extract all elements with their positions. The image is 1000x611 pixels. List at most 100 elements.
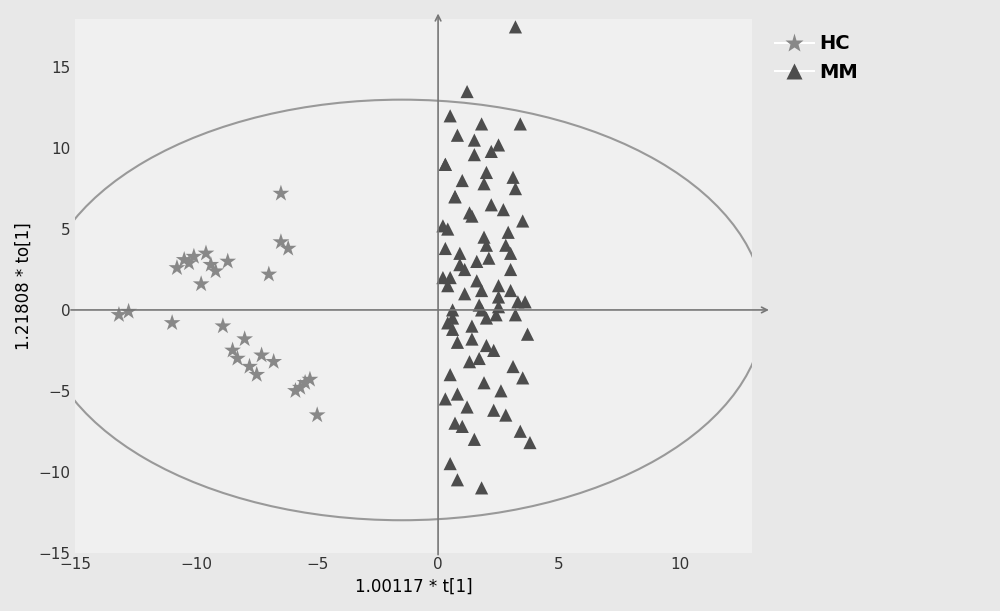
HC	[237, 334, 253, 344]
HC	[273, 189, 289, 199]
HC	[261, 269, 277, 279]
HC	[273, 237, 289, 247]
MM	[478, 167, 494, 177]
MM	[498, 240, 514, 250]
MM	[486, 405, 502, 415]
MM	[474, 305, 490, 315]
MM	[491, 292, 507, 302]
HC	[164, 318, 180, 327]
MM	[515, 216, 531, 226]
MM	[478, 341, 494, 351]
MM	[452, 249, 468, 258]
X-axis label: 1.00117 * t[1]: 1.00117 * t[1]	[355, 578, 473, 596]
MM	[447, 192, 463, 202]
MM	[442, 459, 458, 469]
MM	[478, 240, 494, 250]
HC	[280, 244, 296, 254]
HC	[215, 321, 231, 331]
MM	[457, 265, 473, 274]
HC	[229, 354, 245, 364]
HC	[225, 345, 241, 355]
MM	[449, 337, 465, 347]
MM	[445, 305, 461, 315]
MM	[471, 300, 487, 310]
MM	[476, 378, 492, 387]
MM	[503, 286, 519, 296]
MM	[440, 318, 456, 327]
MM	[464, 334, 480, 344]
HC	[193, 279, 209, 289]
HC	[186, 252, 202, 262]
Legend: HC, MM: HC, MM	[769, 29, 864, 88]
MM	[503, 265, 519, 274]
MM	[486, 345, 502, 355]
MM	[464, 321, 480, 331]
MM	[491, 140, 507, 150]
MM	[505, 172, 521, 182]
HC	[169, 263, 185, 273]
MM	[493, 386, 509, 396]
MM	[491, 302, 507, 312]
MM	[437, 394, 453, 404]
MM	[491, 281, 507, 291]
HC	[181, 258, 197, 268]
MM	[449, 130, 465, 140]
HC	[176, 255, 192, 265]
MM	[476, 179, 492, 189]
HC	[302, 375, 318, 384]
MM	[442, 370, 458, 379]
MM	[512, 426, 528, 436]
MM	[505, 362, 521, 371]
MM	[515, 373, 531, 382]
MM	[469, 257, 485, 266]
HC	[254, 350, 270, 360]
MM	[469, 276, 485, 286]
MM	[474, 119, 490, 129]
MM	[454, 175, 470, 185]
MM	[471, 354, 487, 364]
MM	[474, 483, 490, 492]
MM	[435, 273, 451, 282]
MM	[437, 244, 453, 254]
MM	[495, 205, 511, 214]
MM	[520, 329, 536, 339]
MM	[440, 224, 456, 234]
MM	[466, 434, 482, 444]
MM	[440, 281, 456, 291]
HC	[292, 382, 308, 392]
MM	[447, 192, 463, 202]
MM	[454, 422, 470, 431]
MM	[483, 147, 499, 156]
MM	[435, 221, 451, 231]
MM	[488, 310, 504, 320]
MM	[449, 475, 465, 485]
MM	[457, 289, 473, 299]
HC	[287, 386, 303, 396]
MM	[510, 297, 526, 307]
MM	[462, 208, 478, 218]
MM	[447, 419, 463, 428]
MM	[507, 310, 523, 320]
MM	[437, 159, 453, 169]
MM	[481, 254, 497, 263]
MM	[464, 211, 480, 221]
HC	[220, 257, 236, 266]
MM	[449, 389, 465, 399]
MM	[498, 410, 514, 420]
HC	[121, 307, 137, 316]
MM	[462, 357, 478, 367]
MM	[466, 150, 482, 159]
HC	[297, 378, 313, 387]
MM	[522, 437, 538, 447]
MM	[507, 22, 523, 32]
MM	[476, 232, 492, 242]
HC	[249, 370, 265, 379]
HC	[309, 410, 325, 420]
MM	[442, 273, 458, 282]
MM	[437, 159, 453, 169]
MM	[478, 313, 494, 323]
MM	[517, 297, 533, 307]
MM	[445, 313, 461, 323]
MM	[500, 227, 516, 237]
HC	[266, 357, 282, 367]
